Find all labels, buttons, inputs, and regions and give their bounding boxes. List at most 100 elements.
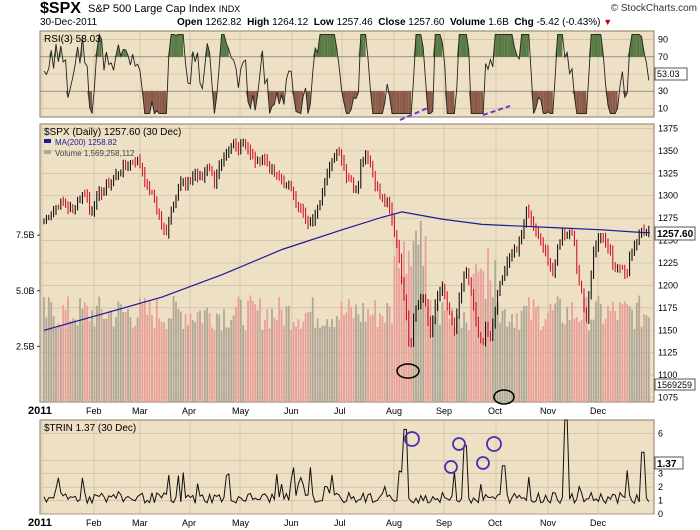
price-tick-label: 1175: [658, 303, 677, 313]
price-tick-label: 1075: [658, 393, 678, 403]
volume-bar: [199, 310, 201, 402]
rsi-oversold-fill: [581, 91, 584, 114]
volume-bar: [271, 308, 273, 402]
volume-bar: [388, 306, 391, 402]
volume-bar: [467, 330, 470, 402]
volume-bar: [539, 330, 542, 402]
volume-bar: [175, 301, 177, 402]
volume-bar: [247, 300, 249, 402]
volume-bar: [256, 310, 259, 402]
rsi-line: [43, 32, 650, 115]
volume-bar: [93, 326, 96, 402]
volume-bar: [163, 322, 165, 402]
volume-bar: [475, 263, 477, 402]
volume-bar: [323, 325, 326, 402]
volume-bar: [249, 295, 252, 402]
x-axis-label: Mar: [132, 406, 148, 416]
volume-bar: [43, 297, 45, 402]
volume-bar: [81, 308, 84, 402]
volume-bar: [453, 327, 456, 402]
volume-bar: [403, 241, 405, 402]
volume-bar: [107, 311, 110, 402]
rsi-tick-label: 70: [658, 52, 668, 62]
volume-bar: [583, 298, 585, 402]
volume-bar: [463, 312, 465, 402]
volume-bar: [213, 330, 216, 402]
volume-bar: [470, 296, 473, 402]
rsi-overbought-fill: [320, 34, 323, 57]
volume-bar: [283, 325, 285, 402]
volume-bar: [496, 302, 499, 402]
volume-bar: [122, 312, 125, 402]
volume-bar: [119, 304, 122, 402]
volume-bar: [590, 319, 593, 402]
volume-bar: [206, 307, 209, 402]
volume-bar: [446, 309, 449, 402]
x-axis-label: Jun: [284, 518, 299, 528]
volume-bar: [232, 315, 235, 402]
rsi-oversold-fill: [449, 91, 452, 114]
volume-bar: [633, 329, 636, 402]
volume-bar: [587, 330, 590, 402]
volume-bar: [314, 327, 317, 402]
rsi-overbought-fill: [123, 49, 126, 57]
volume-bar: [566, 306, 569, 402]
rsi-overbought-fill: [521, 34, 524, 57]
volume-bar: [299, 328, 302, 402]
volume-bar: [333, 327, 336, 402]
rsi-overbought-fill: [226, 43, 229, 57]
rsi-overbought-fill: [639, 34, 642, 57]
rsi-oversold-fill: [348, 91, 352, 114]
volume-bar: [374, 300, 377, 402]
volume-bar: [638, 295, 641, 402]
volume-bar: [343, 314, 345, 402]
volume-bar: [623, 301, 626, 402]
volume-bar: [321, 325, 324, 402]
rsi-oversold-fill: [408, 91, 412, 114]
x-axis-label: Sep: [436, 406, 452, 416]
rsi-overbought-fill: [560, 34, 563, 57]
x-axis-label: Jun: [284, 406, 299, 416]
volume-bar: [172, 296, 175, 402]
volume-bar: [67, 296, 69, 402]
volume-bar: [525, 306, 528, 402]
volume-bar: [263, 319, 266, 402]
volume-bar: [578, 321, 581, 402]
volume-bar: [311, 297, 314, 402]
volume-bar: [443, 310, 446, 402]
x-axis-label: May: [232, 518, 250, 528]
x-axis-top: 2011 Feb Mar Apr May Jun Jul Aug Sep Oct Nov Dec: [28, 405, 607, 417]
rsi-oversold-fill: [144, 91, 148, 114]
volume-tag: 1569259: [657, 380, 692, 390]
volume-bar: [50, 302, 53, 402]
oct-low-circle: [493, 389, 515, 405]
volume-bar: [71, 318, 74, 402]
volume-bar: [381, 315, 384, 402]
rsi-overbought-fill: [504, 34, 508, 57]
rsi-overbought-fill: [634, 34, 637, 57]
volume-bar: [592, 319, 595, 402]
volume-bar: [261, 330, 264, 402]
rsi-value-tag: 53.03: [657, 69, 680, 79]
copyright: © StockCharts.com: [610, 3, 697, 14]
volume-bar: [643, 314, 645, 402]
volume-bar: [376, 327, 379, 402]
rsi-overbought-fill: [596, 34, 599, 57]
x-axis-label: Aug: [386, 518, 402, 528]
rsi-overbought-fill: [180, 34, 184, 57]
volume-bar: [364, 321, 367, 402]
rsi-oversold-fill: [533, 91, 536, 114]
volume-bar: [316, 318, 319, 402]
price-tick-label: 1375: [658, 123, 678, 133]
volume-bar: [448, 318, 451, 402]
volume-bar: [547, 312, 549, 402]
volume-bar: [98, 296, 101, 402]
volume-bar: [218, 314, 221, 402]
rsi-overbought-fill: [363, 34, 366, 57]
rsi-oversold-fill: [296, 91, 299, 113]
volume-bar: [52, 316, 55, 402]
volume-bar: [503, 309, 506, 402]
rsi-tick-label: 90: [658, 35, 668, 45]
volume-bar: [537, 305, 540, 402]
